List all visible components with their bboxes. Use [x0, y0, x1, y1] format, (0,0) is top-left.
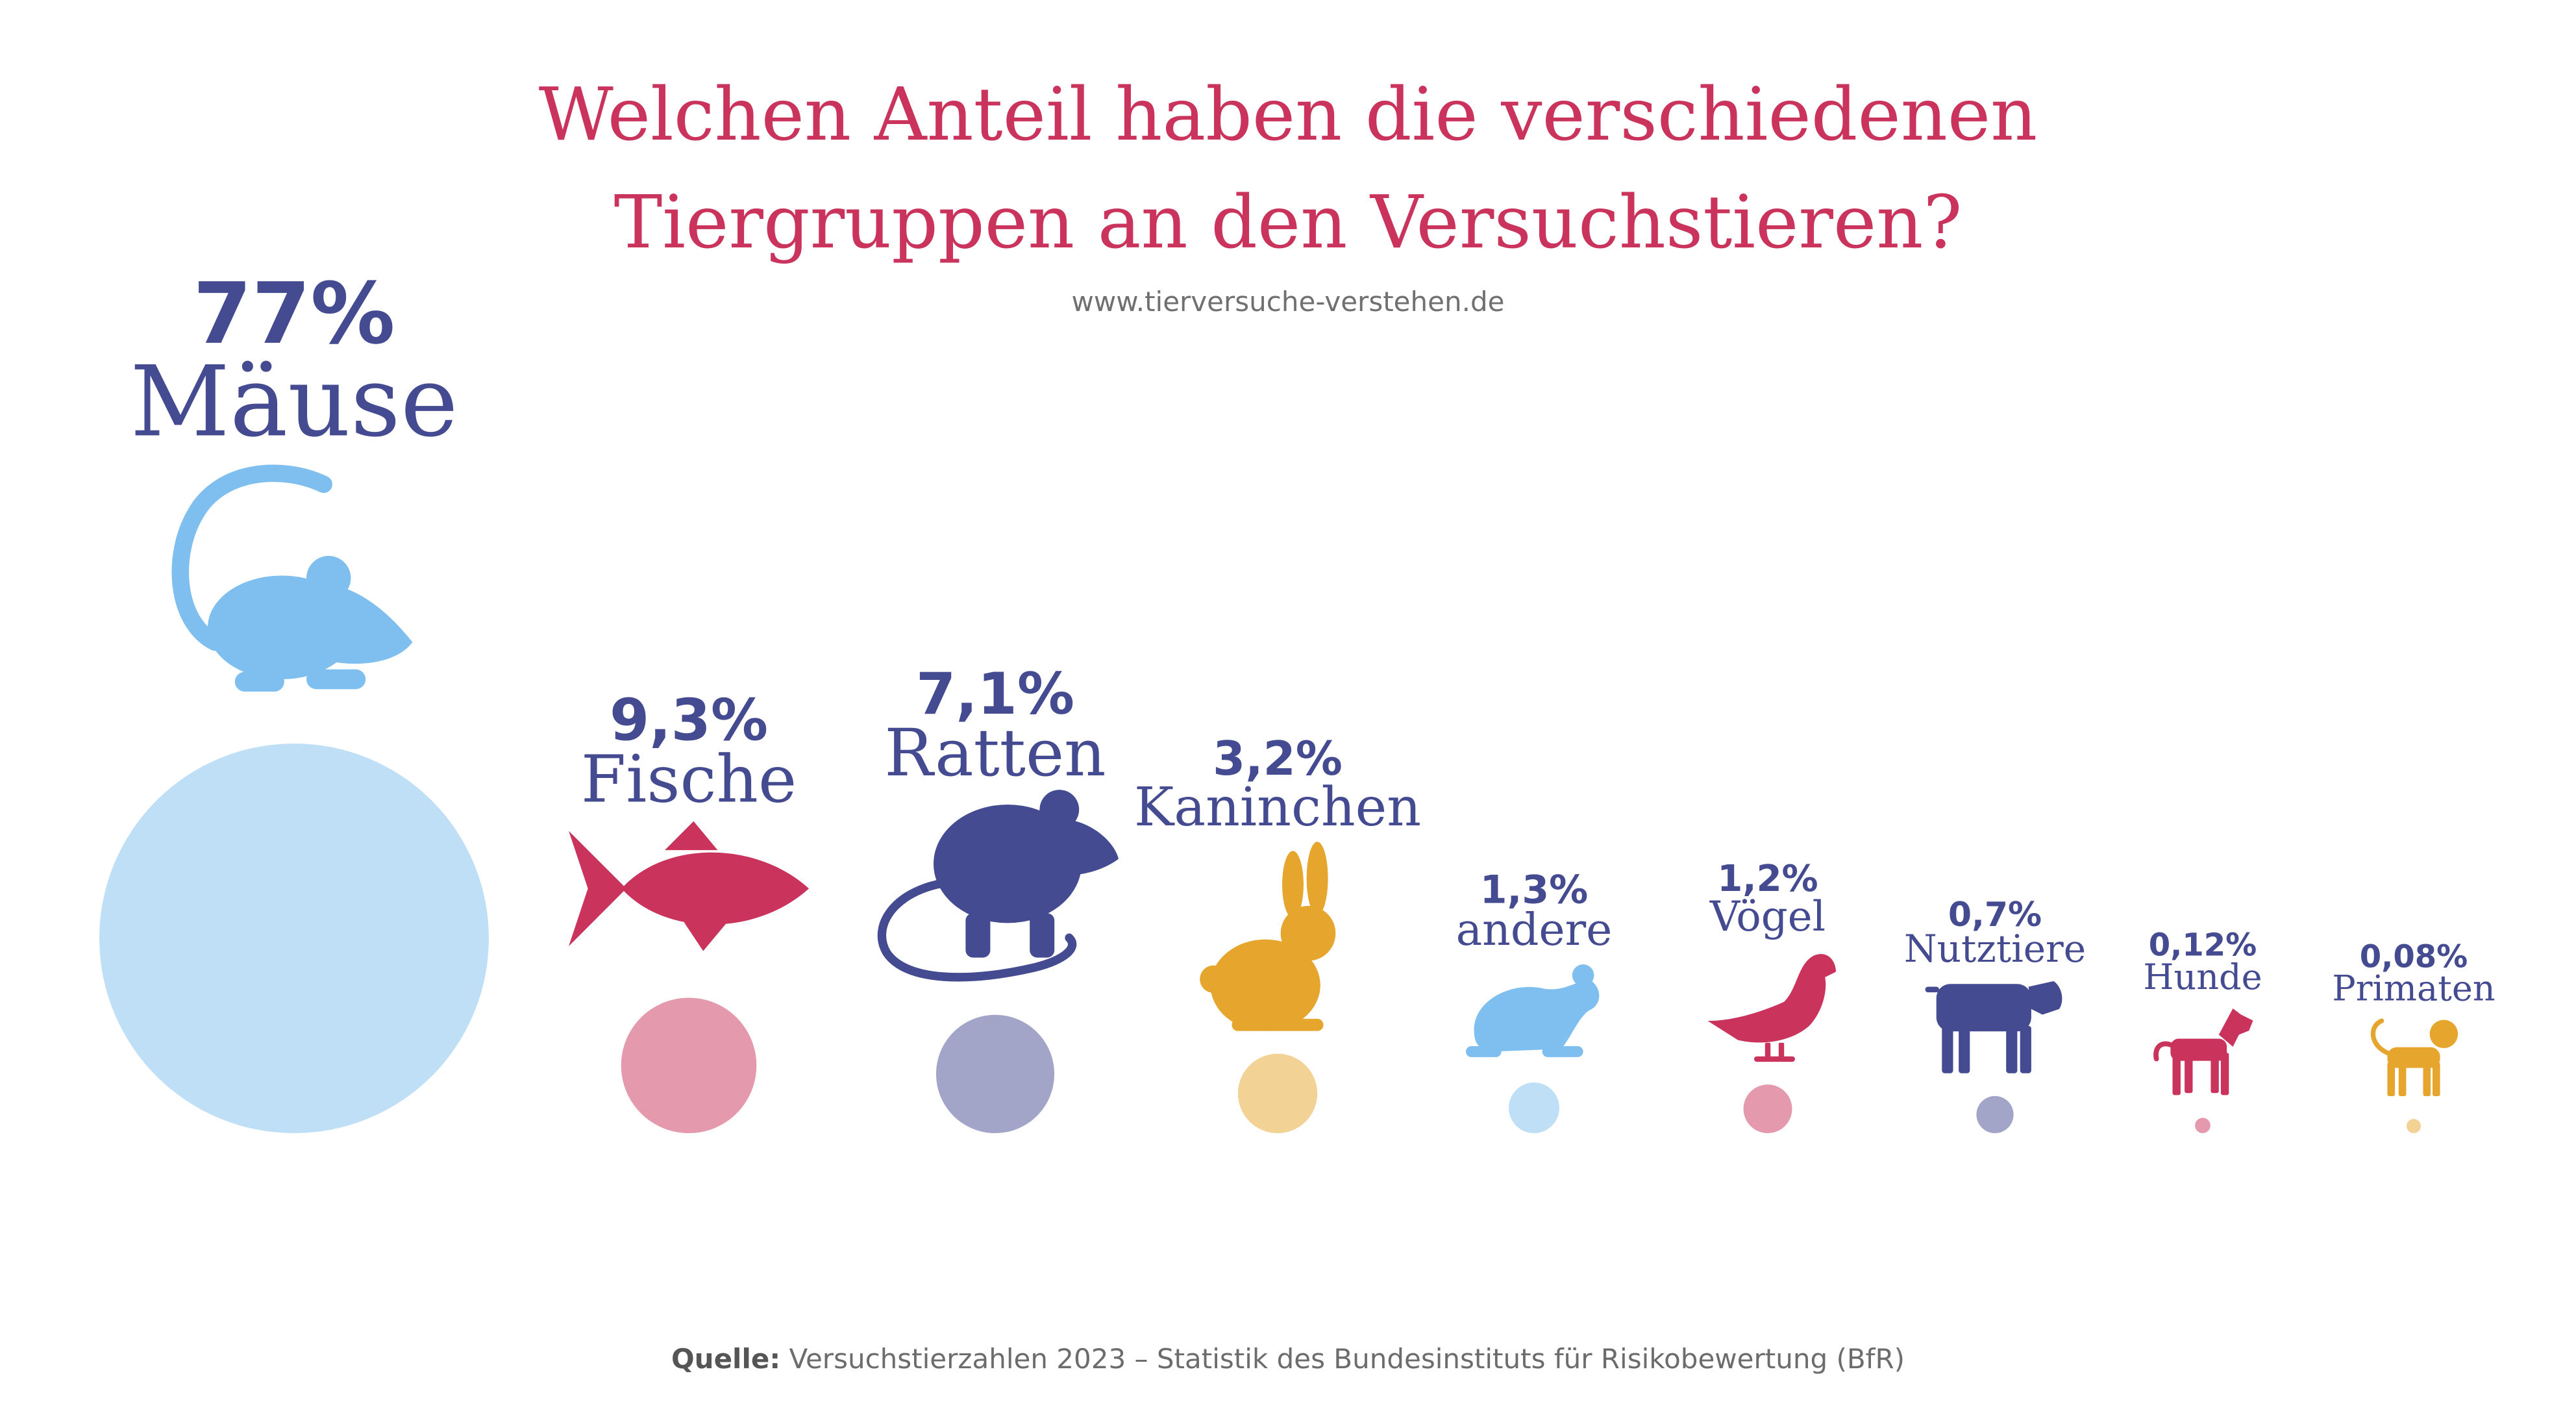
bubble-6 — [1976, 1096, 2014, 1133]
bubble-2 — [935, 1014, 1055, 1134]
value-label-6: 0,7% — [1948, 895, 2042, 934]
title-line-2: Tiergruppen an den Versuchstieren? — [613, 180, 1963, 265]
value-label-2: 7,1% — [916, 660, 1074, 727]
value-label-7: 0,12% — [2149, 927, 2257, 964]
category-label-0: Mäuse — [130, 345, 458, 458]
category-label-3: Kaninchen — [1134, 777, 1421, 838]
dog-icon — [2153, 1008, 2253, 1096]
source-note: Quelle: Versuchstierzahlen 2023 – Statis… — [0, 1343, 2576, 1375]
category-label-7: Hunde — [2143, 957, 2262, 997]
bubble-1 — [621, 997, 757, 1133]
rat-icon — [877, 790, 1119, 982]
category-label-8: Primaten — [2332, 968, 2495, 1009]
bubble-0 — [99, 744, 489, 1133]
value-label-1: 9,3% — [610, 687, 768, 754]
bubble-5 — [1743, 1084, 1792, 1133]
title-line-1: Welchen Anteil haben die verschiedenen — [538, 73, 2038, 157]
value-label-3: 3,2% — [1213, 731, 1343, 786]
cow-icon — [1925, 981, 2062, 1073]
value-label-8: 0,08% — [2360, 938, 2468, 975]
rabbit-icon — [1200, 842, 1336, 1031]
value-label-5: 1,2% — [1717, 858, 1818, 900]
category-label-2: Ratten — [884, 715, 1106, 791]
frog-icon — [1466, 964, 1600, 1057]
source-label: Quelle: — [671, 1343, 781, 1375]
bubble-4 — [1509, 1083, 1559, 1134]
bubble-8 — [2407, 1119, 2421, 1133]
category-label-6: Nutztiere — [1904, 927, 2086, 971]
bubble-3 — [1237, 1053, 1318, 1133]
category-label-5: Vögel — [1709, 893, 1826, 941]
fish-icon — [569, 821, 809, 951]
source-text: Versuchstierzahlen 2023 – Statistik des … — [789, 1343, 1905, 1375]
website-url: www.tierversuche-verstehen.de — [1071, 286, 1505, 318]
category-label-4: andere — [1456, 905, 1613, 956]
value-label-4: 1,3% — [1480, 867, 1588, 912]
mouse-icon — [171, 464, 413, 692]
bird-icon — [1707, 954, 1836, 1062]
bubble-7 — [2195, 1118, 2211, 1133]
monkey-icon — [2370, 1018, 2458, 1096]
value-label-0: 77% — [193, 264, 395, 363]
chart-title: Welchen Anteil haben die verschiedenen T… — [0, 62, 2576, 277]
category-label-1: Fische — [581, 742, 797, 818]
